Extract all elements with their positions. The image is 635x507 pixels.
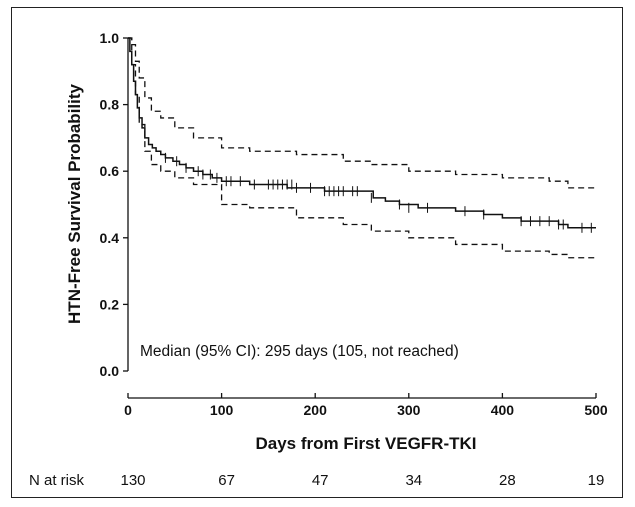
x-axis-label: Days from First VEGFR-TKI [255,434,476,453]
x-tick-label: 300 [397,402,421,418]
risk-count: 130 [120,472,146,489]
y-tick-label: 1.0 [100,30,120,46]
risk-table: N at risk 130 67 47 34 28 19 [0,472,635,502]
median-annotation: Median (95% CI): 295 days (105, not reac… [140,343,459,360]
y-tick-label: 0.8 [100,97,120,113]
y-tick-label: 0.4 [100,230,120,246]
upper-ci-curve [128,37,596,189]
y-tick-label: 0.0 [100,363,120,379]
risk-count: 67 [218,472,235,489]
x-tick-label: 400 [491,402,515,418]
chart-frame [11,7,623,498]
risk-count: 34 [405,472,423,489]
x-tick-label: 200 [304,402,328,418]
risk-table-label: N at risk [29,472,85,489]
x-tick-label: 0 [124,402,132,418]
plot-marks [128,37,596,259]
risk-count: 47 [311,472,329,489]
risk-count: 19 [587,472,605,489]
y-axis-label: HTN-Free Survival Probability [65,83,84,323]
y-tick-label: 0.2 [100,296,120,312]
risk-count: 28 [499,472,516,489]
lower-ci-curve [128,37,596,259]
x-tick-label: 100 [210,402,234,418]
axes: 0.0 0.2 0.4 0.6 0.8 1.0 0 100 200 300 400 500 [100,30,608,418]
y-tick-label: 0.6 [100,163,120,179]
km-survival-chart: 0.0 0.2 0.4 0.6 0.8 1.0 0 100 200 300 400 500 Media… [65,30,608,453]
x-tick-label: 500 [584,402,608,418]
estimate-curve [128,37,596,229]
